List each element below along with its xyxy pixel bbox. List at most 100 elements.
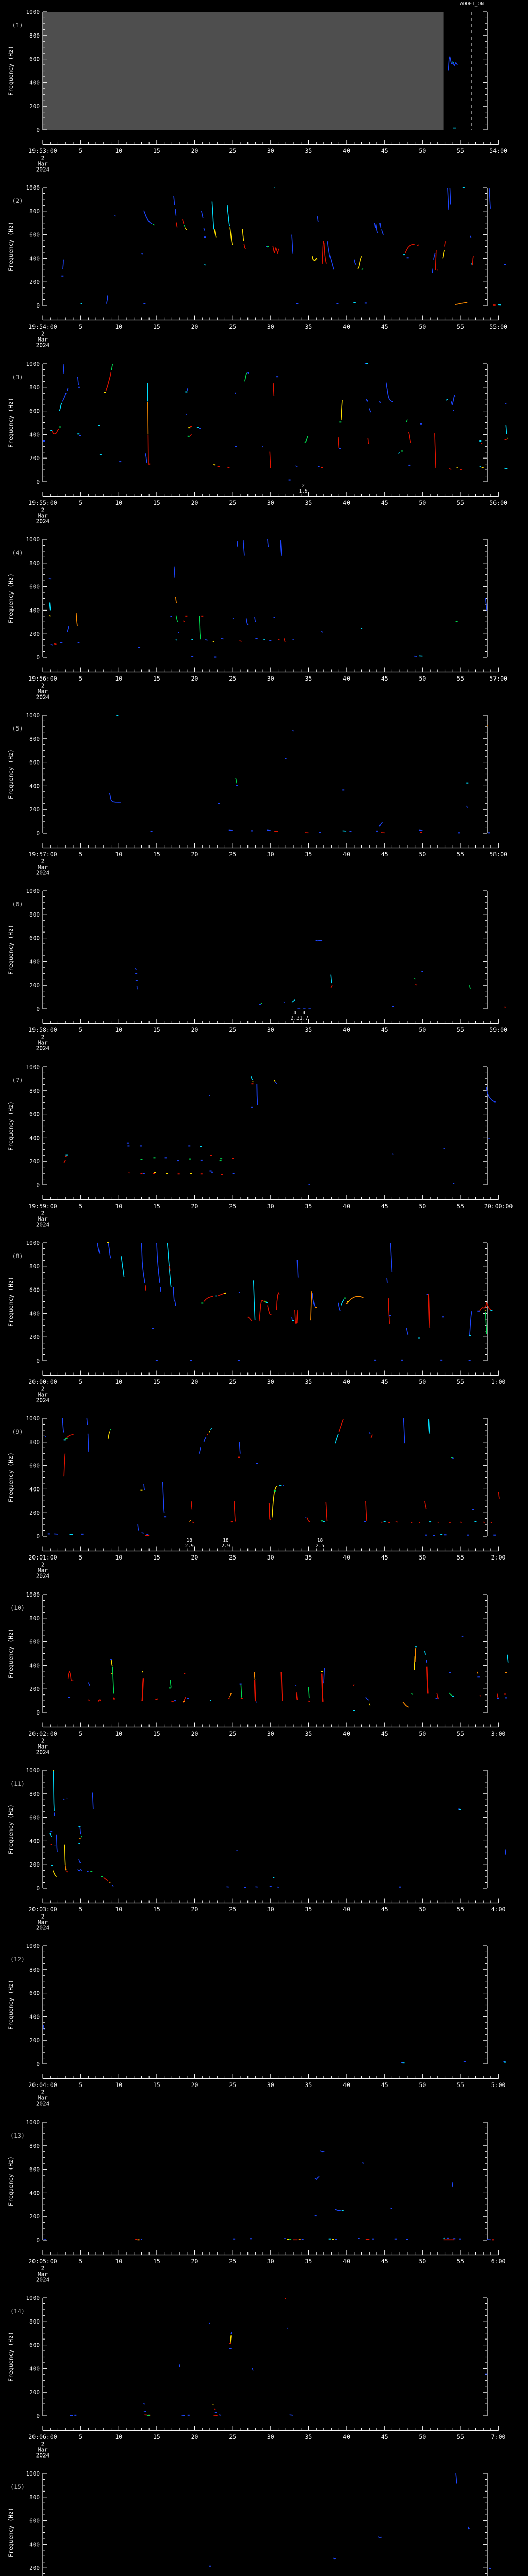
x-tick-label: 50: [419, 851, 426, 858]
x-tick-label: 40: [343, 1554, 350, 1561]
detection-trace: [452, 409, 455, 411]
x-tick-label: 15: [153, 1026, 160, 1033]
x-tick-label: 10: [115, 147, 122, 155]
detection-trace: [153, 224, 155, 226]
detection-trace: [175, 596, 177, 603]
detection-trace: [145, 453, 147, 463]
panel-plot: 0 200 400 600 800 1000 5 10 15 20 25 30 35 40 45 50 55 20…: [7, 1767, 507, 1931]
date-label: Mar: [38, 336, 48, 343]
frequency-axis-title: Frequency (Hz): [7, 1452, 14, 1502]
detection-trace: [53, 1771, 55, 1811]
detection-trace: [365, 1697, 369, 1701]
end-time-label: 2:00: [491, 1554, 506, 1561]
x-tick-label: 10: [115, 675, 122, 682]
x-tick-label: 40: [343, 499, 350, 506]
detection-trace: [327, 241, 334, 270]
start-time-label: 20:01:00: [28, 1554, 57, 1561]
y-tick-label: 1000: [26, 712, 40, 719]
y-tick-label: 0: [36, 2413, 40, 2419]
x-tick-label: 25: [229, 1554, 236, 1561]
detection-trace: [380, 223, 382, 228]
detection-trace: [167, 1242, 172, 1288]
detection-trace: [505, 425, 507, 434]
annotation-text: 2.9: [221, 1543, 230, 1549]
detection-trace: [206, 1433, 209, 1436]
x-tick-label: 25: [229, 1730, 236, 1737]
detection-trace: [212, 641, 215, 642]
detection-trace: [267, 539, 269, 547]
y-tick-label: 200: [29, 982, 40, 989]
date-label: Mar: [38, 512, 48, 519]
detection-trace: [212, 2404, 214, 2406]
detection-trace: [184, 1672, 186, 1674]
detection-trace: [254, 616, 256, 622]
date-label: 2024: [36, 693, 50, 700]
x-tick-label: 10: [115, 1554, 122, 1561]
detection-trace: [414, 655, 418, 657]
spectrogram-panel: 0 200 400 600 800 1000 5 10 15 20 25 30 35 40 45 50 55 19…: [0, 176, 528, 351]
detection-trace: [449, 1692, 453, 1696]
y-tick-label: 200: [29, 1334, 40, 1341]
y-tick-label: 400: [29, 783, 40, 790]
detection-trace: [485, 1312, 487, 1334]
detection-trace: [137, 1524, 139, 1531]
detection-trace: [507, 1654, 509, 1663]
spectrogram-panel: 0 200 400 600 800 1000 5 10 15 20 25 30 35 40 45 50 55 19…: [0, 528, 528, 703]
x-tick-label: 10: [115, 1906, 122, 1913]
detection-trace: [443, 1148, 446, 1149]
frequency-axis-title: Frequency (Hz): [7, 2156, 14, 2206]
detection-trace: [113, 1697, 116, 1700]
panel-plot: 0 200 400 600 800 1000 5 10 15 20 25 30 35 40 45 50 55 19…: [7, 888, 507, 1052]
detection-trace: [192, 1522, 194, 1523]
x-tick-label: 20: [191, 499, 199, 506]
start-time-label: 20:05:00: [28, 2258, 57, 2265]
detection-trace: [52, 428, 59, 434]
spectrogram-panel: 0 200 400 600 800 1000 5 10 15 20 25 30 35 40 45 50 55 20…: [0, 1583, 528, 1758]
x-tick-label: 40: [343, 1730, 350, 1737]
y-tick-label: 800: [29, 2494, 40, 2501]
x-tick-label: 30: [267, 2433, 274, 2441]
panel-plot: 0 200 400 600 800 1000 5 10 15 20 25 30 35 40 45 50 55 20…: [7, 1240, 506, 1404]
y-tick-label: 400: [29, 2541, 40, 2548]
end-time-label: 1:00: [491, 1378, 506, 1385]
x-tick-label: 20: [191, 1202, 199, 1210]
y-tick-label: 400: [29, 607, 40, 614]
end-time-label: 55:00: [489, 323, 507, 330]
detection-trace: [229, 1693, 232, 1698]
y-tick-label: 200: [29, 1861, 40, 1868]
panel-plot: 0 200 400 600 800 1000 5 10 15 20 25 30 35 40 45 50 55 20…: [7, 1415, 506, 1580]
annotation-text: 18: [187, 1538, 193, 1544]
x-tick-label: 55: [457, 1202, 464, 1210]
detection-trace: [199, 1447, 202, 1454]
panel-plot: 0 200 400 600 800 1000 5 10 15 20 25 30 35 40 45 50 55 19…: [7, 1064, 513, 1228]
frequency-axis-title: Frequency (Hz): [7, 749, 14, 799]
date-label: 2024: [36, 518, 50, 524]
detection-trace: [323, 1667, 325, 1683]
detection-trace: [105, 371, 112, 391]
detection-trace: [208, 1431, 210, 1433]
date-label: 2024: [36, 2100, 50, 2107]
detection-trace: [108, 1243, 111, 1259]
y-tick-label: 800: [29, 1791, 40, 1798]
detection-trace: [170, 1680, 172, 1688]
y-tick-label: 0: [36, 1885, 40, 1892]
detection-trace: [87, 1434, 89, 1453]
detection-trace: [229, 227, 233, 246]
detection-trace: [342, 830, 347, 832]
detection-trace: [312, 1293, 316, 1308]
start-time-label: 19:53:00: [28, 147, 57, 155]
y-tick-label: 800: [29, 560, 40, 567]
detection-trace: [489, 2567, 491, 2569]
y-tick-label: 200: [29, 1686, 40, 1692]
start-time-label: 19:56:00: [28, 675, 57, 682]
x-tick-label: 45: [381, 1378, 388, 1385]
x-tick-label: 10: [115, 499, 122, 506]
detection-trace: [243, 244, 246, 249]
detection-trace: [369, 1432, 371, 1434]
detection-trace: [77, 376, 79, 385]
detection-trace: [77, 1869, 83, 1872]
detection-trace: [256, 1083, 258, 1105]
x-tick-label: 20: [191, 1026, 199, 1033]
x-tick-label: 30: [267, 1730, 274, 1737]
detection-trace: [185, 227, 187, 231]
